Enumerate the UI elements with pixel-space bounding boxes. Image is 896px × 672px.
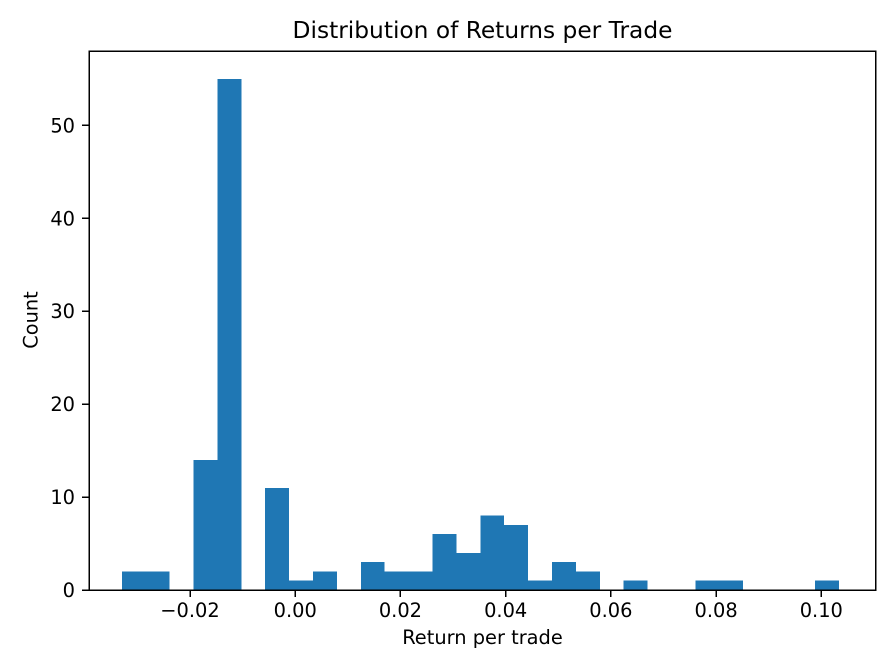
x-tick-label: −0.02 bbox=[160, 599, 219, 622]
histogram-bar bbox=[432, 534, 457, 590]
histogram-bar bbox=[623, 580, 648, 590]
histogram-bar bbox=[528, 580, 552, 590]
x-tick-label: 0.06 bbox=[589, 599, 632, 622]
histogram-bar bbox=[408, 571, 433, 590]
x-tick-label: 0.04 bbox=[484, 599, 527, 622]
y-tick-label: 30 bbox=[50, 300, 75, 323]
histogram-bar bbox=[289, 580, 313, 590]
histogram-bar bbox=[145, 571, 170, 590]
histogram-bar bbox=[575, 571, 600, 590]
y-axis-label: Count bbox=[19, 291, 43, 349]
histogram-bar bbox=[384, 571, 409, 590]
histogram-bar bbox=[695, 580, 720, 590]
x-tick-label: 0.10 bbox=[800, 599, 843, 622]
chart-title: Distribution of Returns per Trade bbox=[292, 17, 673, 44]
axes-spines bbox=[88, 50, 877, 591]
y-tick-label: 50 bbox=[50, 114, 75, 137]
x-tick-label: 0.00 bbox=[274, 599, 317, 622]
histogram-bar bbox=[814, 580, 839, 590]
histogram-bar bbox=[504, 524, 529, 590]
histogram-bar bbox=[265, 487, 290, 590]
histogram-bar bbox=[193, 459, 218, 590]
histogram-bar bbox=[312, 571, 337, 590]
histogram-bar bbox=[121, 571, 146, 590]
histogram-bar bbox=[480, 515, 505, 590]
histogram-bar bbox=[551, 562, 576, 590]
histogram-bar bbox=[456, 552, 481, 590]
histogram-bar bbox=[360, 562, 385, 590]
y-tick-label: 10 bbox=[50, 486, 75, 509]
y-tick-label: 0 bbox=[63, 579, 75, 602]
x-tick-label: 0.08 bbox=[695, 599, 738, 622]
x-axis-label: Return per trade bbox=[402, 626, 563, 649]
y-tick-label: 20 bbox=[50, 393, 75, 416]
histogram-bar bbox=[719, 580, 744, 590]
x-tick-label: 0.02 bbox=[379, 599, 422, 622]
y-tick-label: 40 bbox=[50, 207, 75, 230]
histogram-bar bbox=[217, 78, 242, 590]
